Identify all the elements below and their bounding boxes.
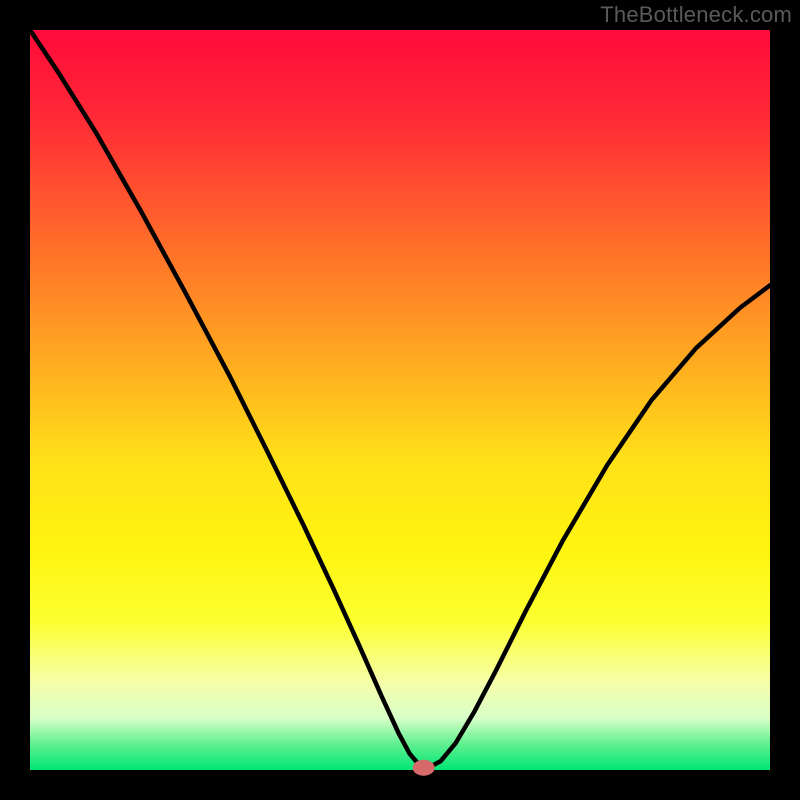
watermark-label: TheBottleneck.com — [600, 2, 792, 28]
bottleneck-chart — [0, 0, 800, 800]
optimal-point-marker — [413, 760, 435, 776]
plot-background-gradient — [30, 30, 770, 770]
chart-container: TheBottleneck.com — [0, 0, 800, 800]
